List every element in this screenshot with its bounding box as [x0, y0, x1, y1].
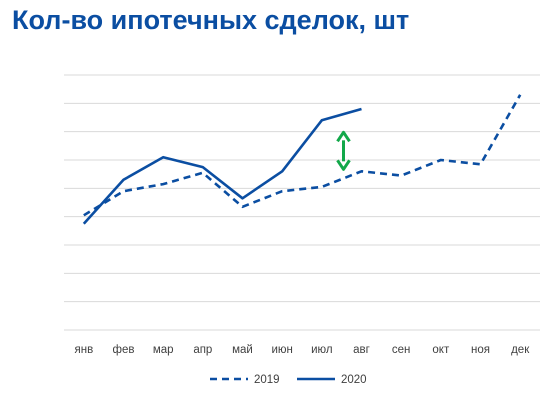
grid-lines — [64, 74, 540, 331]
legend-label-2019: 2019 — [254, 374, 280, 386]
x-tick-label: май — [232, 344, 253, 356]
x-tick-label: янв — [74, 344, 93, 356]
series-line-2020 — [82, 107, 362, 225]
x-tick-label: ноя — [471, 344, 490, 356]
x-tick-label: фев — [113, 344, 135, 356]
x-tick-label: апр — [193, 344, 212, 356]
x-tick-label: авг — [353, 344, 370, 356]
chart-title: Кол-во ипотечных сделок, шт — [12, 5, 410, 35]
x-axis-tick-labels: янв фев мар апр май июн июл авг сен окт ноя дек — [74, 344, 530, 356]
x-tick-label: июл — [311, 344, 333, 356]
x-tick-label: окт — [432, 344, 450, 356]
annotations — [336, 130, 351, 171]
arrow-head-down — [336, 159, 351, 171]
arrow-head-up — [336, 130, 351, 143]
x-tick-label: сен — [392, 344, 411, 356]
x-tick-label: июн — [271, 344, 292, 356]
legend-label-2020: 2020 — [341, 374, 367, 386]
x-tick-label: дек — [511, 344, 530, 356]
series-line-2019 — [83, 94, 522, 217]
legend: 2019 2020 — [210, 374, 367, 386]
x-tick-label: мар — [153, 344, 174, 356]
series-lines — [82, 94, 522, 225]
